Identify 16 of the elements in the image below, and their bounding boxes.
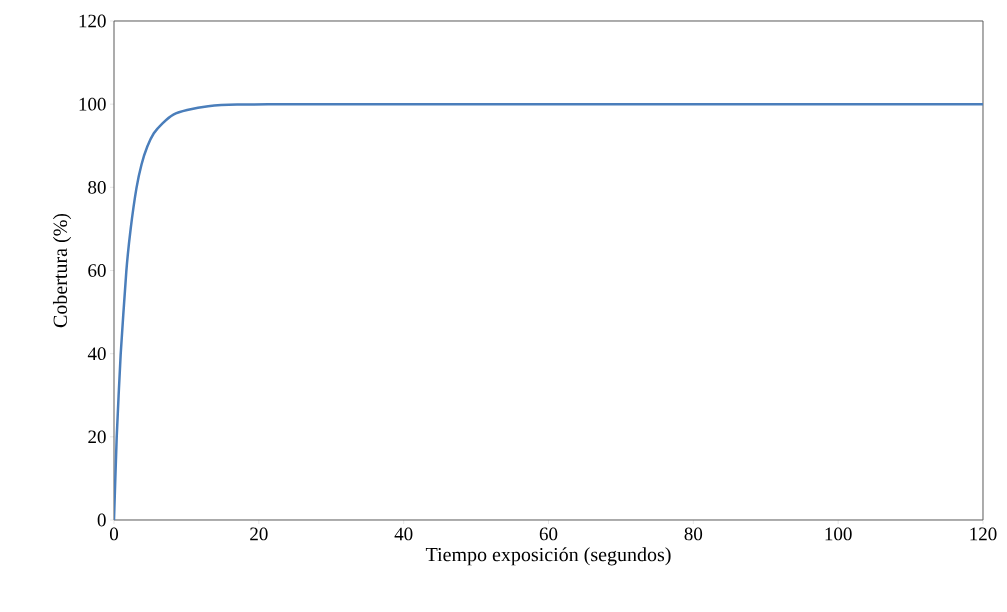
y-tick-label: 20 bbox=[88, 430, 106, 444]
x-tick-label: 100 bbox=[825, 527, 852, 541]
x-tick-label: 0 bbox=[109, 527, 119, 541]
y-tick-label: 60 bbox=[88, 264, 106, 277]
x-tick-label: 40 bbox=[394, 527, 413, 541]
x-tick-label: 20 bbox=[250, 527, 268, 541]
x-tick-label: 120 bbox=[970, 527, 997, 541]
y-tick-label: 0 bbox=[97, 513, 106, 527]
y-tick-label: 40 bbox=[87, 347, 106, 361]
y-axis-title: Cobertura (%) bbox=[52, 213, 72, 328]
x-tick-label: 80 bbox=[684, 527, 703, 541]
y-tick-label: 100 bbox=[79, 97, 106, 111]
y-tick-label: 80 bbox=[88, 180, 106, 194]
x-axis-title: Tiempo exposición (segundos) bbox=[425, 547, 671, 566]
y-tick-label: 120 bbox=[79, 14, 106, 28]
x-tick-label: 60 bbox=[539, 527, 558, 541]
